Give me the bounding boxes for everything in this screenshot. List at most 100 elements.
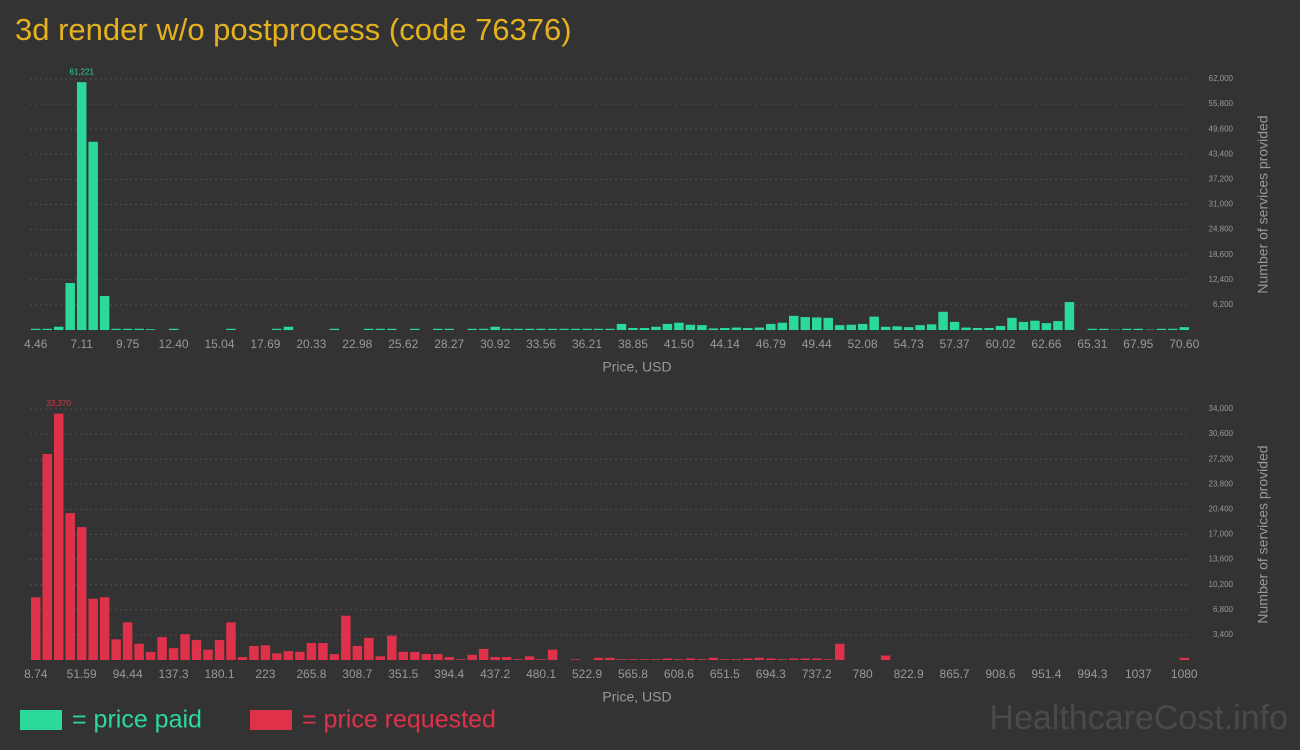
bar <box>731 327 742 330</box>
bar <box>857 323 868 330</box>
bar <box>880 326 891 330</box>
bar <box>1179 327 1189 330</box>
bar <box>536 328 546 330</box>
bar <box>272 653 282 660</box>
y-tick-label: 18,600 <box>1209 250 1234 259</box>
y-tick-label: 30,600 <box>1209 429 1234 438</box>
bar <box>766 323 776 330</box>
bar <box>662 323 673 330</box>
bar <box>800 658 810 660</box>
x-tick-label: 522.9 <box>572 667 602 681</box>
bar <box>811 658 822 660</box>
x-tick-label: 41.50 <box>664 337 694 351</box>
bar <box>605 657 615 660</box>
y-tick-label: 37,200 <box>1209 175 1234 184</box>
bar <box>628 659 638 660</box>
bar <box>731 659 742 660</box>
bar <box>570 659 581 660</box>
x-tick-label: 822.9 <box>894 667 924 681</box>
bar <box>237 657 248 660</box>
x-tick-label: 46.79 <box>756 337 786 351</box>
x-tick-label: 60.02 <box>985 337 1015 351</box>
bar <box>249 645 259 660</box>
bar <box>31 328 41 330</box>
bar <box>593 657 604 660</box>
bar <box>1133 328 1144 330</box>
bar <box>387 635 397 660</box>
bar <box>76 82 87 331</box>
bar <box>99 295 110 330</box>
bar <box>674 659 684 660</box>
bar <box>570 328 581 330</box>
x-tick-label: 25.62 <box>388 337 418 351</box>
bar <box>524 656 535 660</box>
bar <box>134 643 144 660</box>
bar <box>766 658 776 660</box>
x-tick-label: 137.3 <box>159 667 189 681</box>
y-tick-label: 17,000 <box>1209 530 1234 539</box>
bar <box>720 327 730 330</box>
bar <box>524 328 535 330</box>
x-tick-label: 651.5 <box>710 667 740 681</box>
bar <box>191 640 202 660</box>
bar <box>214 640 225 660</box>
x-tick-label: 737.2 <box>802 667 832 681</box>
bar <box>616 323 627 330</box>
x-tick-label: 57.37 <box>940 337 970 351</box>
x-axis-title: Price, USD <box>602 689 671 705</box>
bar <box>846 324 856 330</box>
y-tick-label: 3,400 <box>1213 630 1234 639</box>
bar <box>76 527 87 660</box>
y-tick-label: 6,200 <box>1213 300 1234 309</box>
bar <box>501 328 512 330</box>
x-tick-label: 9.75 <box>116 337 140 351</box>
bar <box>467 328 477 330</box>
bar <box>823 659 833 660</box>
bar <box>203 649 213 660</box>
bar <box>708 328 719 330</box>
bar <box>823 317 833 330</box>
x-tick-label: 308.7 <box>342 667 372 681</box>
bar <box>42 328 52 330</box>
bar <box>65 513 75 660</box>
y-tick-label: 6,800 <box>1213 605 1234 614</box>
bar <box>478 648 489 660</box>
bar <box>444 328 454 330</box>
bar <box>777 322 788 330</box>
x-tick-label: 52.08 <box>848 337 878 351</box>
bar <box>513 328 523 330</box>
bar <box>743 658 753 660</box>
bar <box>880 655 891 660</box>
bar <box>260 645 271 660</box>
bar <box>1087 328 1098 330</box>
bar <box>800 317 810 330</box>
bar <box>949 321 960 330</box>
watermark: HealthcareCost.info <box>989 699 1288 737</box>
x-tick-label: 44.14 <box>710 337 740 351</box>
bar <box>410 651 420 660</box>
bar <box>444 657 454 660</box>
bar <box>283 326 294 330</box>
bar <box>1018 321 1029 330</box>
bar <box>754 657 765 660</box>
bar <box>593 328 604 330</box>
x-tick-label: 49.44 <box>802 337 832 351</box>
bar <box>168 328 179 330</box>
bar <box>272 328 282 330</box>
bar <box>651 659 661 660</box>
x-tick-label: 4.46 <box>24 337 48 351</box>
bar <box>122 328 133 330</box>
bar <box>1168 328 1178 330</box>
x-axis-title: Price, USD <box>602 359 671 375</box>
bar <box>65 283 75 330</box>
bar <box>697 659 707 660</box>
x-tick-label: 70.60 <box>1169 337 1199 351</box>
x-tick-label: 15.04 <box>204 337 234 351</box>
x-tick-label: 265.8 <box>296 667 326 681</box>
x-tick-label: 994.3 <box>1077 667 1107 681</box>
x-tick-label: 94.44 <box>113 667 143 681</box>
chart-title: 3d render w/o postprocess (code 76376) <box>15 12 572 47</box>
bar <box>685 658 696 660</box>
